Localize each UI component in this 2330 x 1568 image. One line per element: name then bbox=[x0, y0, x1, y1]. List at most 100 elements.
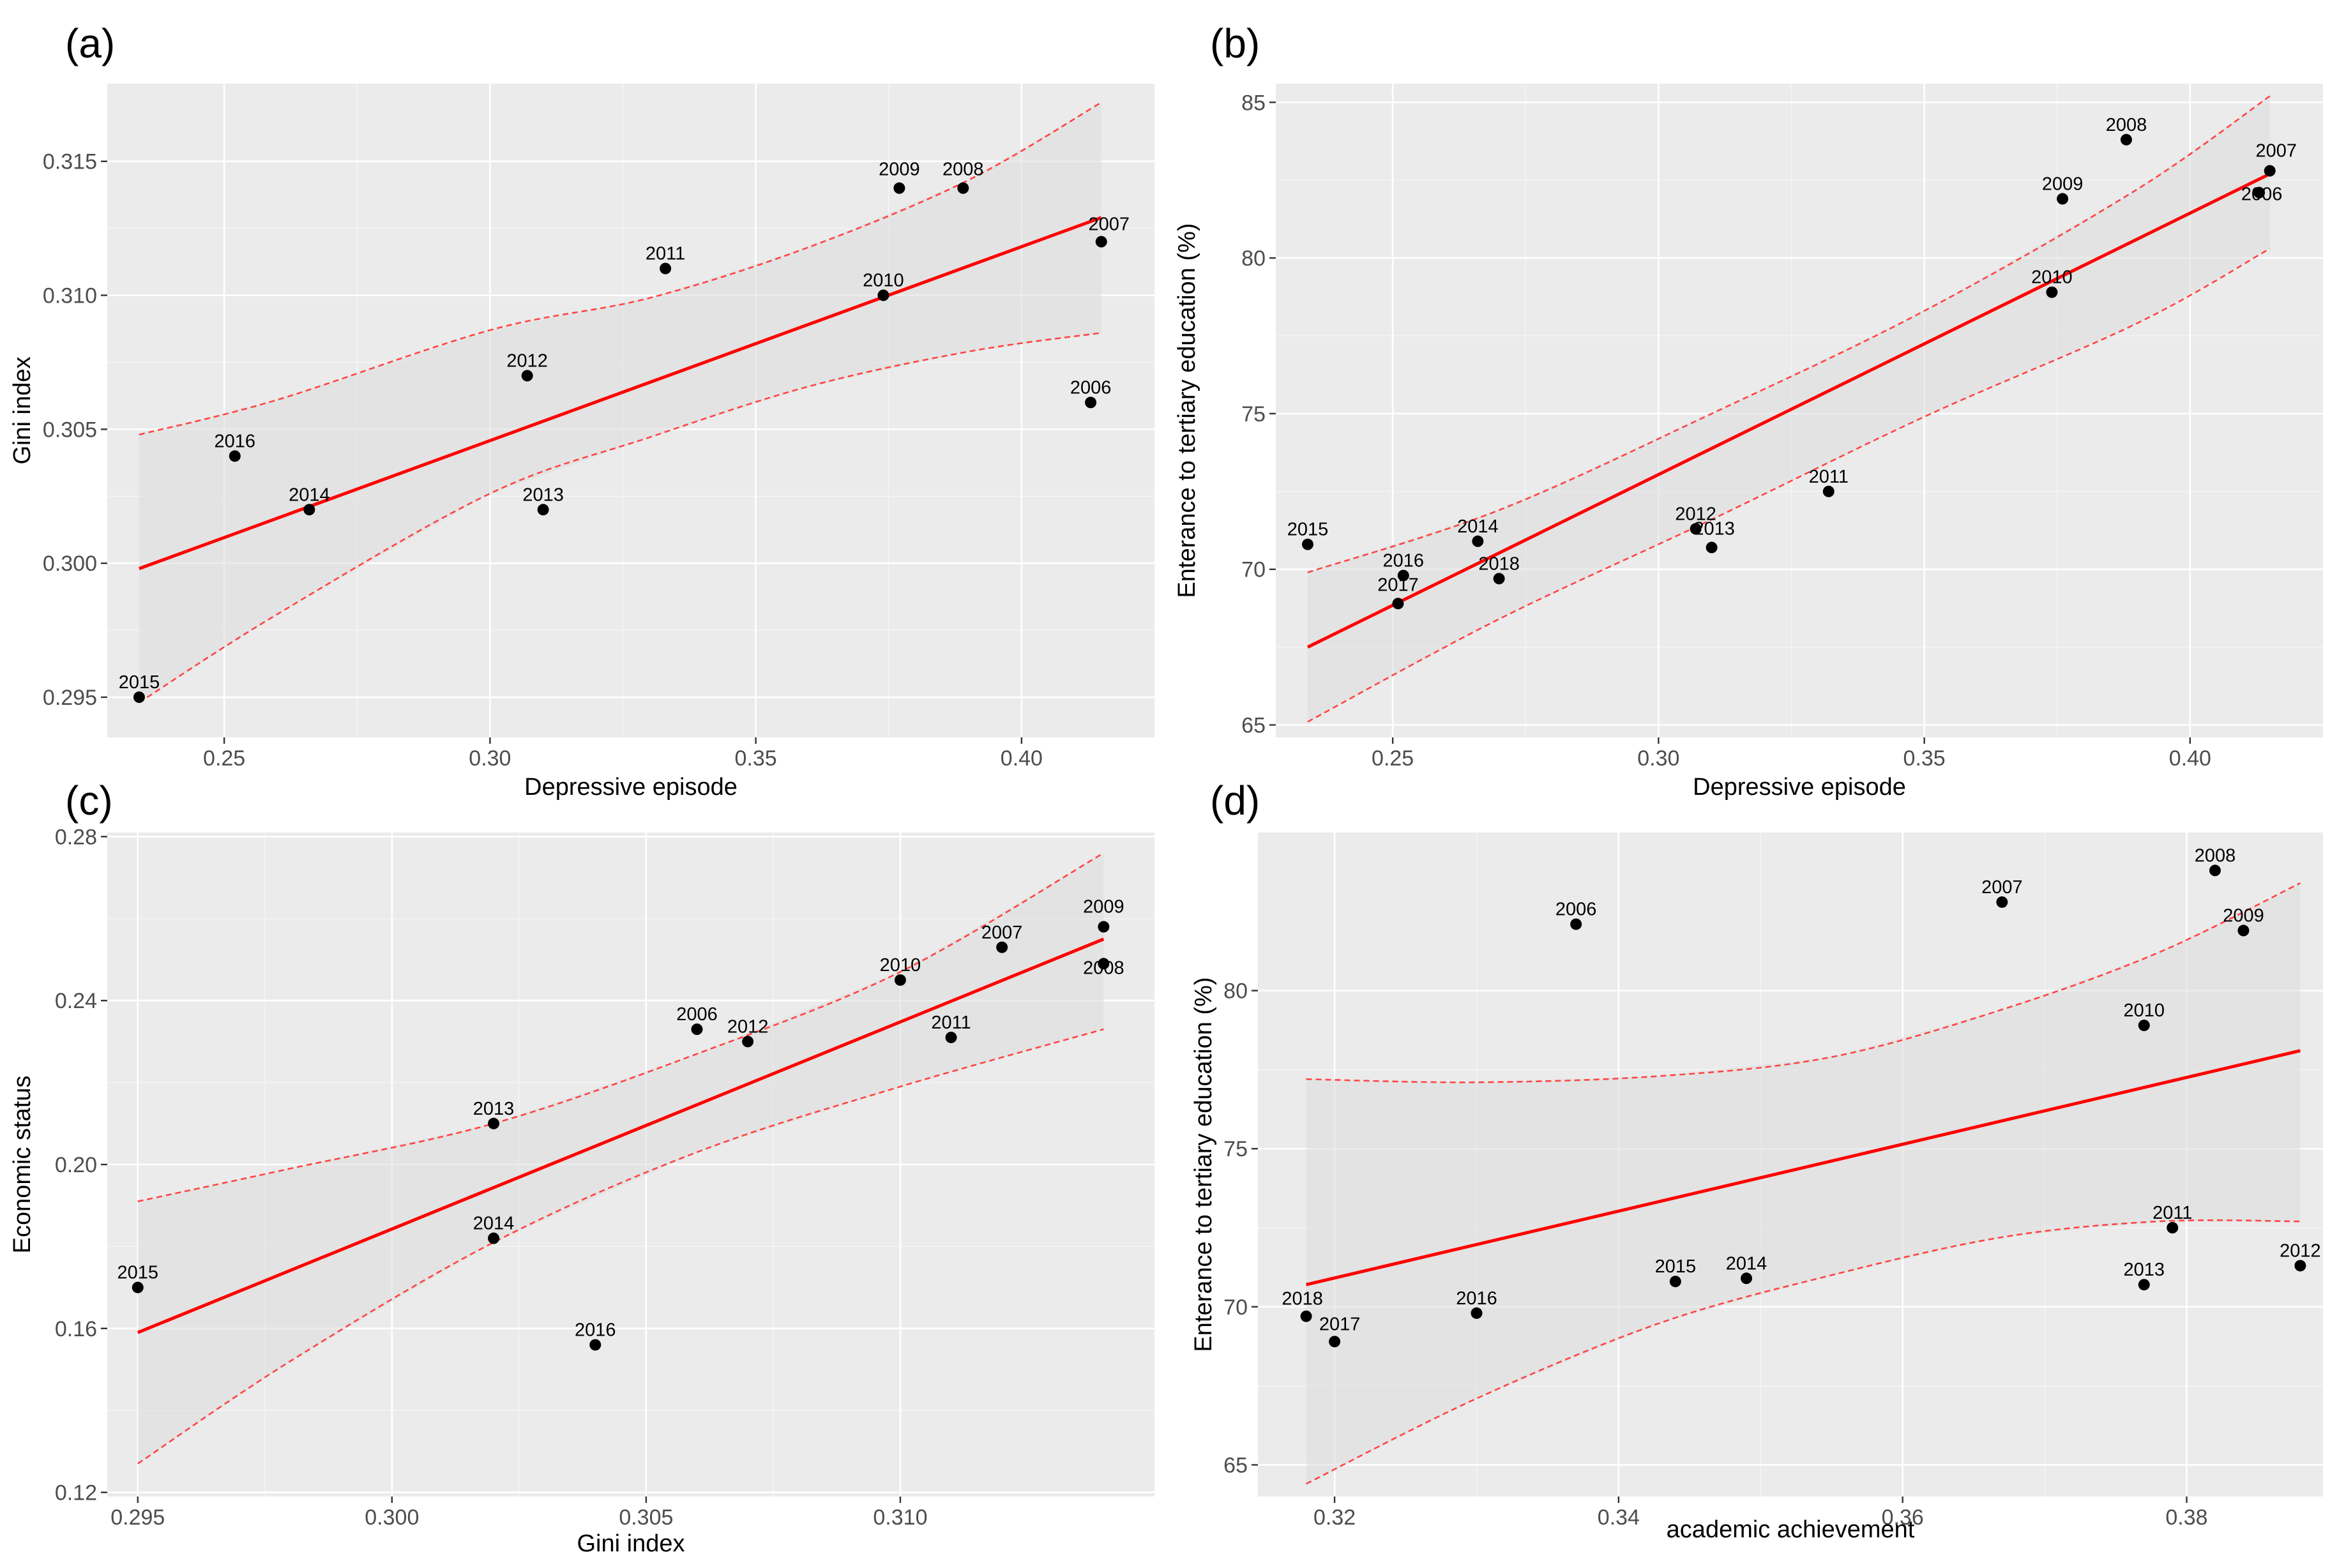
data-point-label: 2013 bbox=[522, 485, 564, 505]
data-point-label: 2016 bbox=[575, 1320, 616, 1340]
data-point-label: 2017 bbox=[1319, 1314, 1361, 1334]
y-tick-label: 75 bbox=[1241, 402, 1266, 426]
y-tick-label: 65 bbox=[1241, 713, 1266, 737]
data-point bbox=[1300, 1310, 1312, 1322]
data-point-label: 2011 bbox=[646, 244, 685, 264]
y-tick-label: 75 bbox=[1223, 1137, 1248, 1161]
data-point bbox=[691, 1023, 703, 1036]
x-tick-label: 0.35 bbox=[1903, 746, 1946, 771]
panel-label: (b) bbox=[1210, 20, 1260, 66]
data-point-label: 2013 bbox=[1693, 519, 1735, 539]
data-point bbox=[1822, 485, 1834, 497]
y-axis-title: Gini index bbox=[9, 357, 36, 465]
chart-a: 0.25 0.30 0.35 0.40 0.295 0.300 0.305 0.310 0.31… bbox=[9, 20, 1154, 801]
y-tick-label: 70 bbox=[1241, 558, 1266, 582]
data-point bbox=[877, 289, 889, 301]
lower-bound-line bbox=[1307, 248, 2271, 723]
data-point-label: 2010 bbox=[880, 955, 921, 976]
y-tick-label: 0.12 bbox=[55, 1481, 97, 1505]
y-tick-label: 0.24 bbox=[55, 989, 97, 1013]
data-point bbox=[2167, 1222, 2179, 1234]
confidence-band bbox=[137, 853, 1104, 1464]
data-point-label: 2016 bbox=[1383, 550, 1425, 571]
y-tick-label: 0.300 bbox=[43, 552, 97, 576]
data-point-label: 2014 bbox=[1457, 516, 1499, 537]
data-point-label: 2015 bbox=[119, 672, 160, 693]
data-point-label: 2009 bbox=[1083, 897, 1124, 917]
data-point-label: 2009 bbox=[2042, 174, 2084, 194]
data-point-label: 2018 bbox=[1282, 1289, 1323, 1309]
data-point bbox=[1690, 523, 1702, 535]
chart-b: 0.25 0.30 0.35 0.40 65 70 75 80 85 2006 2007 2008 20… bbox=[1174, 20, 2323, 801]
x-tick-label: 0.305 bbox=[619, 1505, 673, 1530]
data-point-label: 2010 bbox=[2031, 268, 2073, 288]
x-tick-label: 0.34 bbox=[1598, 1505, 1640, 1530]
data-point bbox=[1397, 569, 1409, 582]
data-point bbox=[2209, 864, 2221, 877]
data-point-label: 2012 bbox=[727, 1016, 769, 1037]
x-tick-label: 0.40 bbox=[2169, 746, 2211, 771]
data-point-label: 2009 bbox=[2223, 906, 2264, 926]
data-point bbox=[1392, 598, 1404, 610]
regression-line bbox=[1306, 1049, 2301, 1286]
data-point bbox=[2138, 1020, 2150, 1032]
data-point-label: 2013 bbox=[2124, 1260, 2165, 1280]
x-axis-title: academic achievement bbox=[1667, 1516, 1915, 1543]
data-point bbox=[2264, 165, 2276, 177]
y-axis-title: Enterance to tertiary education (%) bbox=[1190, 977, 1217, 1352]
x-tick-label: 0.38 bbox=[2165, 1505, 2207, 1530]
data-point bbox=[133, 691, 145, 704]
data-point-label: 2015 bbox=[1287, 520, 1329, 540]
x-tick-label: 0.25 bbox=[203, 746, 245, 771]
x-tick-label: 0.300 bbox=[365, 1505, 419, 1530]
data-point bbox=[521, 370, 533, 382]
data-point-label: 2007 bbox=[1088, 215, 1130, 235]
x-axis-title: Depressive episode bbox=[524, 774, 738, 801]
y-tick-label: 0.305 bbox=[43, 418, 97, 442]
y-axis-title: Enterance to tertiary education (%) bbox=[1174, 223, 1200, 598]
data-point-label: 2007 bbox=[2255, 141, 2297, 162]
data-point bbox=[589, 1339, 601, 1351]
data-point bbox=[1301, 538, 1313, 550]
data-point bbox=[1472, 535, 1484, 547]
data-point-label: 2011 bbox=[1809, 467, 1849, 487]
x-tick-label: 0.36 bbox=[1882, 1505, 1924, 1530]
lower-bound-line bbox=[139, 332, 1101, 704]
panel-label: (a) bbox=[65, 20, 115, 66]
data-point bbox=[1493, 573, 1505, 585]
data-point-label: 2012 bbox=[1675, 504, 1716, 524]
x-tick-label: 0.30 bbox=[469, 746, 511, 771]
data-point bbox=[1095, 236, 1107, 248]
data-point bbox=[1706, 541, 1718, 554]
y-tick-label: 0.310 bbox=[43, 284, 97, 308]
upper-bound-line bbox=[139, 102, 1102, 436]
data-point-label: 2014 bbox=[289, 485, 330, 505]
data-point-label: 2014 bbox=[473, 1214, 515, 1234]
data-point bbox=[957, 182, 969, 194]
panel-label: (d) bbox=[1210, 778, 1260, 824]
data-point bbox=[1329, 1336, 1341, 1348]
y-axis-title: Economic status bbox=[9, 1076, 36, 1254]
data-point-label: 2007 bbox=[1981, 877, 2023, 898]
data-point-label: 2008 bbox=[1083, 958, 1124, 978]
data-point bbox=[537, 504, 549, 516]
y-tick-label: 0.295 bbox=[43, 686, 97, 710]
data-point-label: 2018 bbox=[1478, 554, 1520, 574]
data-point bbox=[1098, 958, 1110, 970]
data-point bbox=[660, 262, 672, 275]
data-point bbox=[996, 941, 1008, 953]
x-tick-label: 0.35 bbox=[735, 746, 777, 771]
data-point bbox=[303, 504, 315, 516]
x-axis-title: Gini index bbox=[577, 1530, 685, 1557]
data-point-label: 2008 bbox=[942, 160, 984, 180]
data-point-label: 2012 bbox=[2280, 1240, 2321, 1261]
data-point-label: 2008 bbox=[2106, 115, 2147, 135]
y-tick-label: 0.20 bbox=[55, 1153, 97, 1177]
data-point bbox=[1570, 918, 1582, 930]
data-point bbox=[945, 1031, 957, 1043]
data-point-label: 2012 bbox=[506, 351, 548, 371]
data-point-label: 2006 bbox=[1555, 900, 1597, 920]
data-point-label: 2010 bbox=[863, 271, 904, 291]
y-tick-label: 0.315 bbox=[43, 150, 97, 174]
data-point bbox=[1085, 396, 1097, 409]
